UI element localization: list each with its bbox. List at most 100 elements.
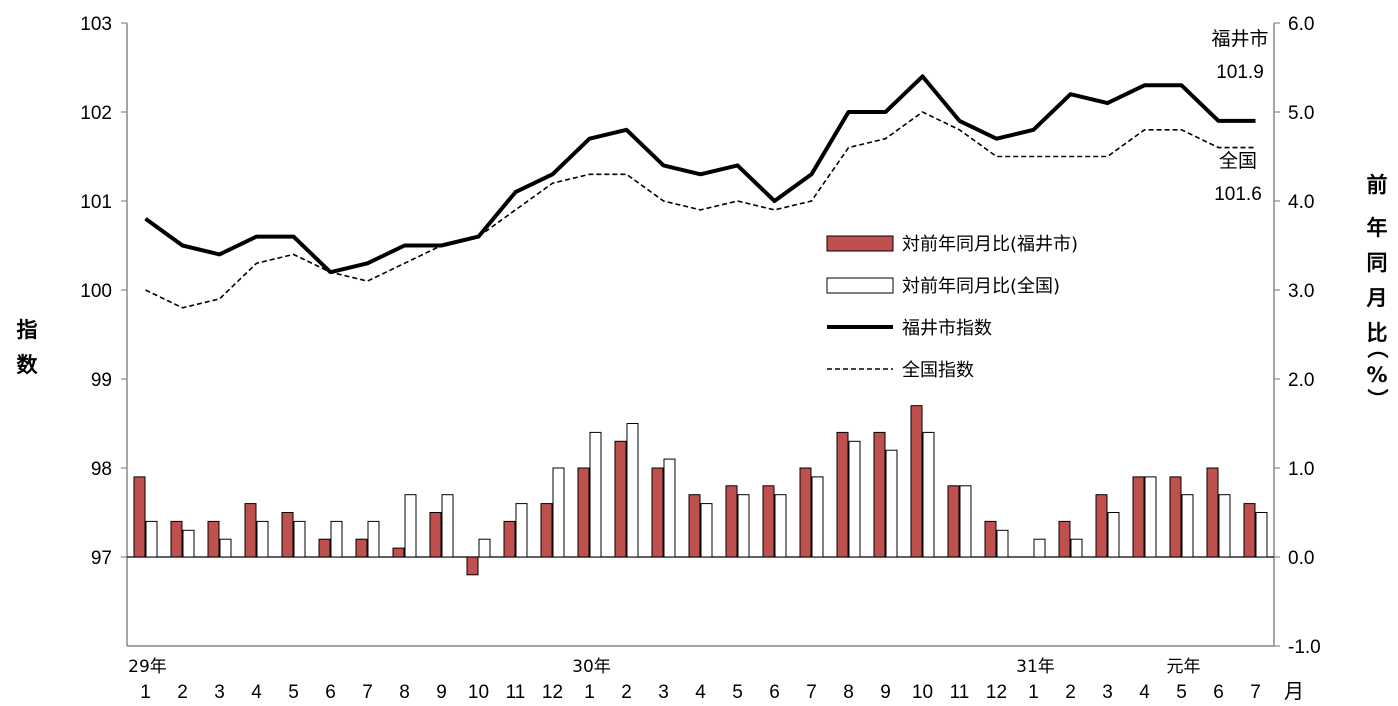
bar-national-yoy	[1144, 476, 1157, 558]
bar-fukui-yoy	[1243, 503, 1256, 558]
right-axis-label-char-6: （	[1365, 338, 1389, 359]
bar-fukui-yoy	[392, 547, 405, 558]
bar-fukui-yoy	[1132, 476, 1145, 558]
x-tick-label-month: 2	[1065, 682, 1076, 703]
right-tick-label: 3.0	[1288, 281, 1314, 302]
bar-fukui-yoy	[577, 467, 590, 558]
x-tick-label-month: 3	[658, 682, 669, 703]
x-tick-label-month: 4	[695, 682, 706, 703]
x-year-label: 元年	[1167, 657, 1201, 677]
bar-national-yoy	[293, 520, 306, 558]
bar-national-yoy	[811, 476, 824, 558]
x-tick-label-month: 11	[506, 682, 526, 703]
x-tick-label-month: 2	[621, 682, 632, 703]
bar-national-yoy	[330, 520, 343, 558]
bar-national-yoy	[145, 520, 158, 558]
right-tick-label: 4.0	[1288, 192, 1314, 213]
x-tick-label-month: 8	[399, 682, 410, 703]
bar-fukui-yoy	[873, 431, 886, 558]
legend-label-national-index: 全国指数	[902, 360, 974, 381]
right-axis-ticks: -1.0 0.0 1.0 2.0 3.0 4.0 5.0 6.0	[1274, 14, 1321, 658]
right-axis-label-char-8: ）	[1365, 389, 1389, 410]
bar-national-yoy	[589, 431, 602, 558]
bar-fukui-yoy	[947, 485, 960, 558]
left-tick-label: 98	[91, 459, 112, 480]
bar-national-yoy	[774, 494, 787, 558]
x-tick-label-month: 3	[214, 682, 225, 703]
bar-national-yoy	[663, 458, 676, 558]
x-tick-label-month: 4	[251, 682, 262, 703]
x-axis-labels: 1 2 3 4 5 6 7 8 9 10 11 12 1 2 3 4 5 6 7 8 9 10 11 12 1 2 3 4 5 6 729年…	[128, 657, 1261, 703]
bar-national-yoy	[1218, 494, 1231, 558]
x-year-label: 29年	[128, 657, 167, 677]
bar-fukui-yoy	[466, 556, 479, 576]
x-tick-label-month: 11	[950, 682, 970, 703]
right-tick-label: 0.0	[1288, 548, 1314, 569]
bar-fukui-yoy	[1169, 476, 1182, 558]
legend: 対前年同月比(福井市) 対前年同月比(全国) 福井市指数 全国指数	[826, 234, 1078, 381]
right-tick-label: -1.0	[1288, 637, 1321, 658]
x-tick-label-month: 10	[468, 682, 489, 703]
x-tick-label-month: 10	[912, 682, 933, 703]
x-tick-label-month: 7	[806, 682, 817, 703]
right-axis-label-char-5: 比	[1367, 321, 1388, 345]
bar-fukui-yoy	[244, 503, 257, 558]
left-axis-ticks: 97 98 99 100 101 102 103	[80, 14, 127, 569]
bar-national-yoy	[922, 431, 935, 558]
left-tick-label: 100	[80, 281, 112, 302]
bar-fukui-yoy	[1058, 520, 1071, 558]
legend-label-national-yoy: 対前年同月比(全国)	[902, 276, 1060, 297]
x-tick-label-month: 5	[1176, 682, 1187, 703]
x-year-label: 31年	[1016, 657, 1055, 677]
bar-fukui-yoy	[688, 494, 701, 558]
x-tick-label-month: 6	[325, 682, 336, 703]
x-axis-unit: 月	[1284, 679, 1304, 703]
bar-fukui-yoy	[540, 503, 553, 558]
end-label-fukui-value: 101.9	[1216, 62, 1264, 83]
right-axis-label-char-7: %	[1366, 363, 1387, 387]
left-tick-label: 99	[91, 370, 112, 391]
bar-national-yoy	[1107, 512, 1120, 558]
bar-national-yoy	[367, 520, 380, 558]
bar-fukui-yoy	[910, 405, 923, 558]
bar-fukui-yoy	[614, 440, 627, 558]
x-tick-label-month: 1	[1028, 682, 1039, 703]
line-national-index	[145, 111, 1256, 309]
left-tick-label: 97	[91, 548, 112, 569]
x-tick-label-month: 2	[177, 682, 188, 703]
left-tick-label: 101	[80, 192, 112, 213]
bar-fukui-yoy	[1206, 467, 1219, 558]
bar-fukui-yoy	[984, 520, 997, 558]
bar-fukui-yoy	[318, 538, 331, 558]
x-tick-label-month: 6	[1213, 682, 1224, 703]
line-series-group	[144, 74, 1256, 309]
bar-fukui-yoy	[429, 512, 442, 558]
right-tick-label: 1.0	[1288, 459, 1314, 480]
end-label-national-name: 全国	[1219, 150, 1257, 172]
bar-national-yoy	[996, 529, 1009, 558]
bar-fukui-yoy	[281, 512, 294, 558]
bar-fukui-yoy	[133, 476, 146, 558]
bar-fukui-yoy	[836, 431, 849, 558]
x-tick-label-month: 1	[140, 682, 151, 703]
left-tick-label: 102	[80, 103, 112, 124]
x-tick-label-month: 5	[732, 682, 743, 703]
bar-fukui-yoy	[207, 520, 220, 558]
bar-fukui-yoy	[799, 467, 812, 558]
right-axis-label-char-4: 月	[1366, 286, 1388, 310]
bar-national-yoy	[1070, 538, 1083, 558]
bar-national-yoy	[1033, 538, 1046, 558]
right-axis-label: 前 年 同 月 比 （ % ）	[1365, 173, 1389, 410]
x-tick-label-month: 4	[1139, 682, 1150, 703]
x-tick-label-month: 5	[288, 682, 299, 703]
left-tick-label: 103	[80, 14, 112, 35]
bar-national-yoy	[182, 529, 195, 558]
right-axis-label-char-2: 年	[1367, 216, 1388, 240]
right-tick-label: 5.0	[1288, 103, 1314, 124]
x-tick-label-month: 6	[769, 682, 780, 703]
left-axis-label-char-2: 数	[17, 353, 39, 377]
x-tick-label-month: 12	[542, 682, 563, 703]
x-year-label: 30年	[572, 657, 611, 677]
bar-national-yoy	[1181, 494, 1194, 558]
